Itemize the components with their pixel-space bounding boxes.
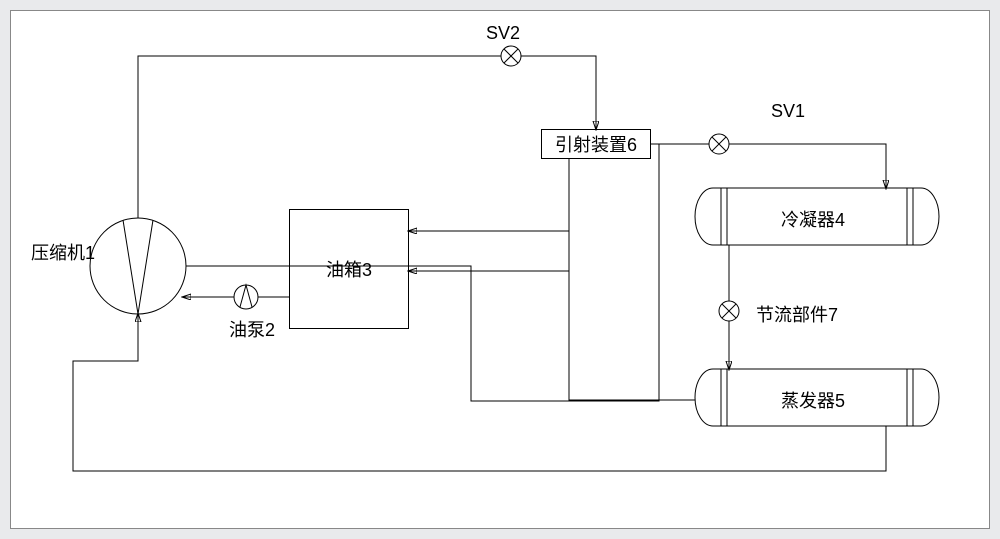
sv1-valve-icon [709, 134, 729, 154]
diagram-canvas: 油箱3 引射装置6 压缩机1 油泵2 SV1 SV2 节流部件7 冷凝器4 蒸发… [10, 10, 990, 529]
sv1-label: SV1 [771, 101, 805, 122]
line-sv2-to-ejector [521, 56, 596, 129]
sv2-valve-icon [501, 46, 521, 66]
line-compressor-discharge [186, 144, 659, 401]
ejector-box: 引射装置6 [541, 129, 651, 159]
throttle-valve-icon [719, 301, 739, 321]
line-evap-to-compressor [73, 314, 886, 471]
evaporator-label: 蒸发器5 [781, 387, 845, 413]
sv2-label: SV2 [486, 23, 520, 44]
oil-pump-label: 油泵2 [229, 316, 275, 342]
ejector-label: 引射装置6 [555, 131, 637, 157]
oil-tank-box: 油箱3 [289, 209, 409, 329]
throttle-label: 节流部件7 [756, 301, 838, 327]
condenser-label: 冷凝器4 [781, 206, 845, 232]
oil-tank-label: 油箱3 [326, 256, 372, 282]
diagram-svg [11, 11, 991, 530]
line-comp-to-sv2 [138, 56, 501, 218]
line-evap-to-tank [409, 271, 695, 400]
compressor-label: 压缩机1 [31, 239, 95, 265]
line-sv1-to-condenser [729, 144, 886, 188]
compressor-symbol [90, 218, 186, 314]
oil-pump-symbol [234, 285, 258, 309]
